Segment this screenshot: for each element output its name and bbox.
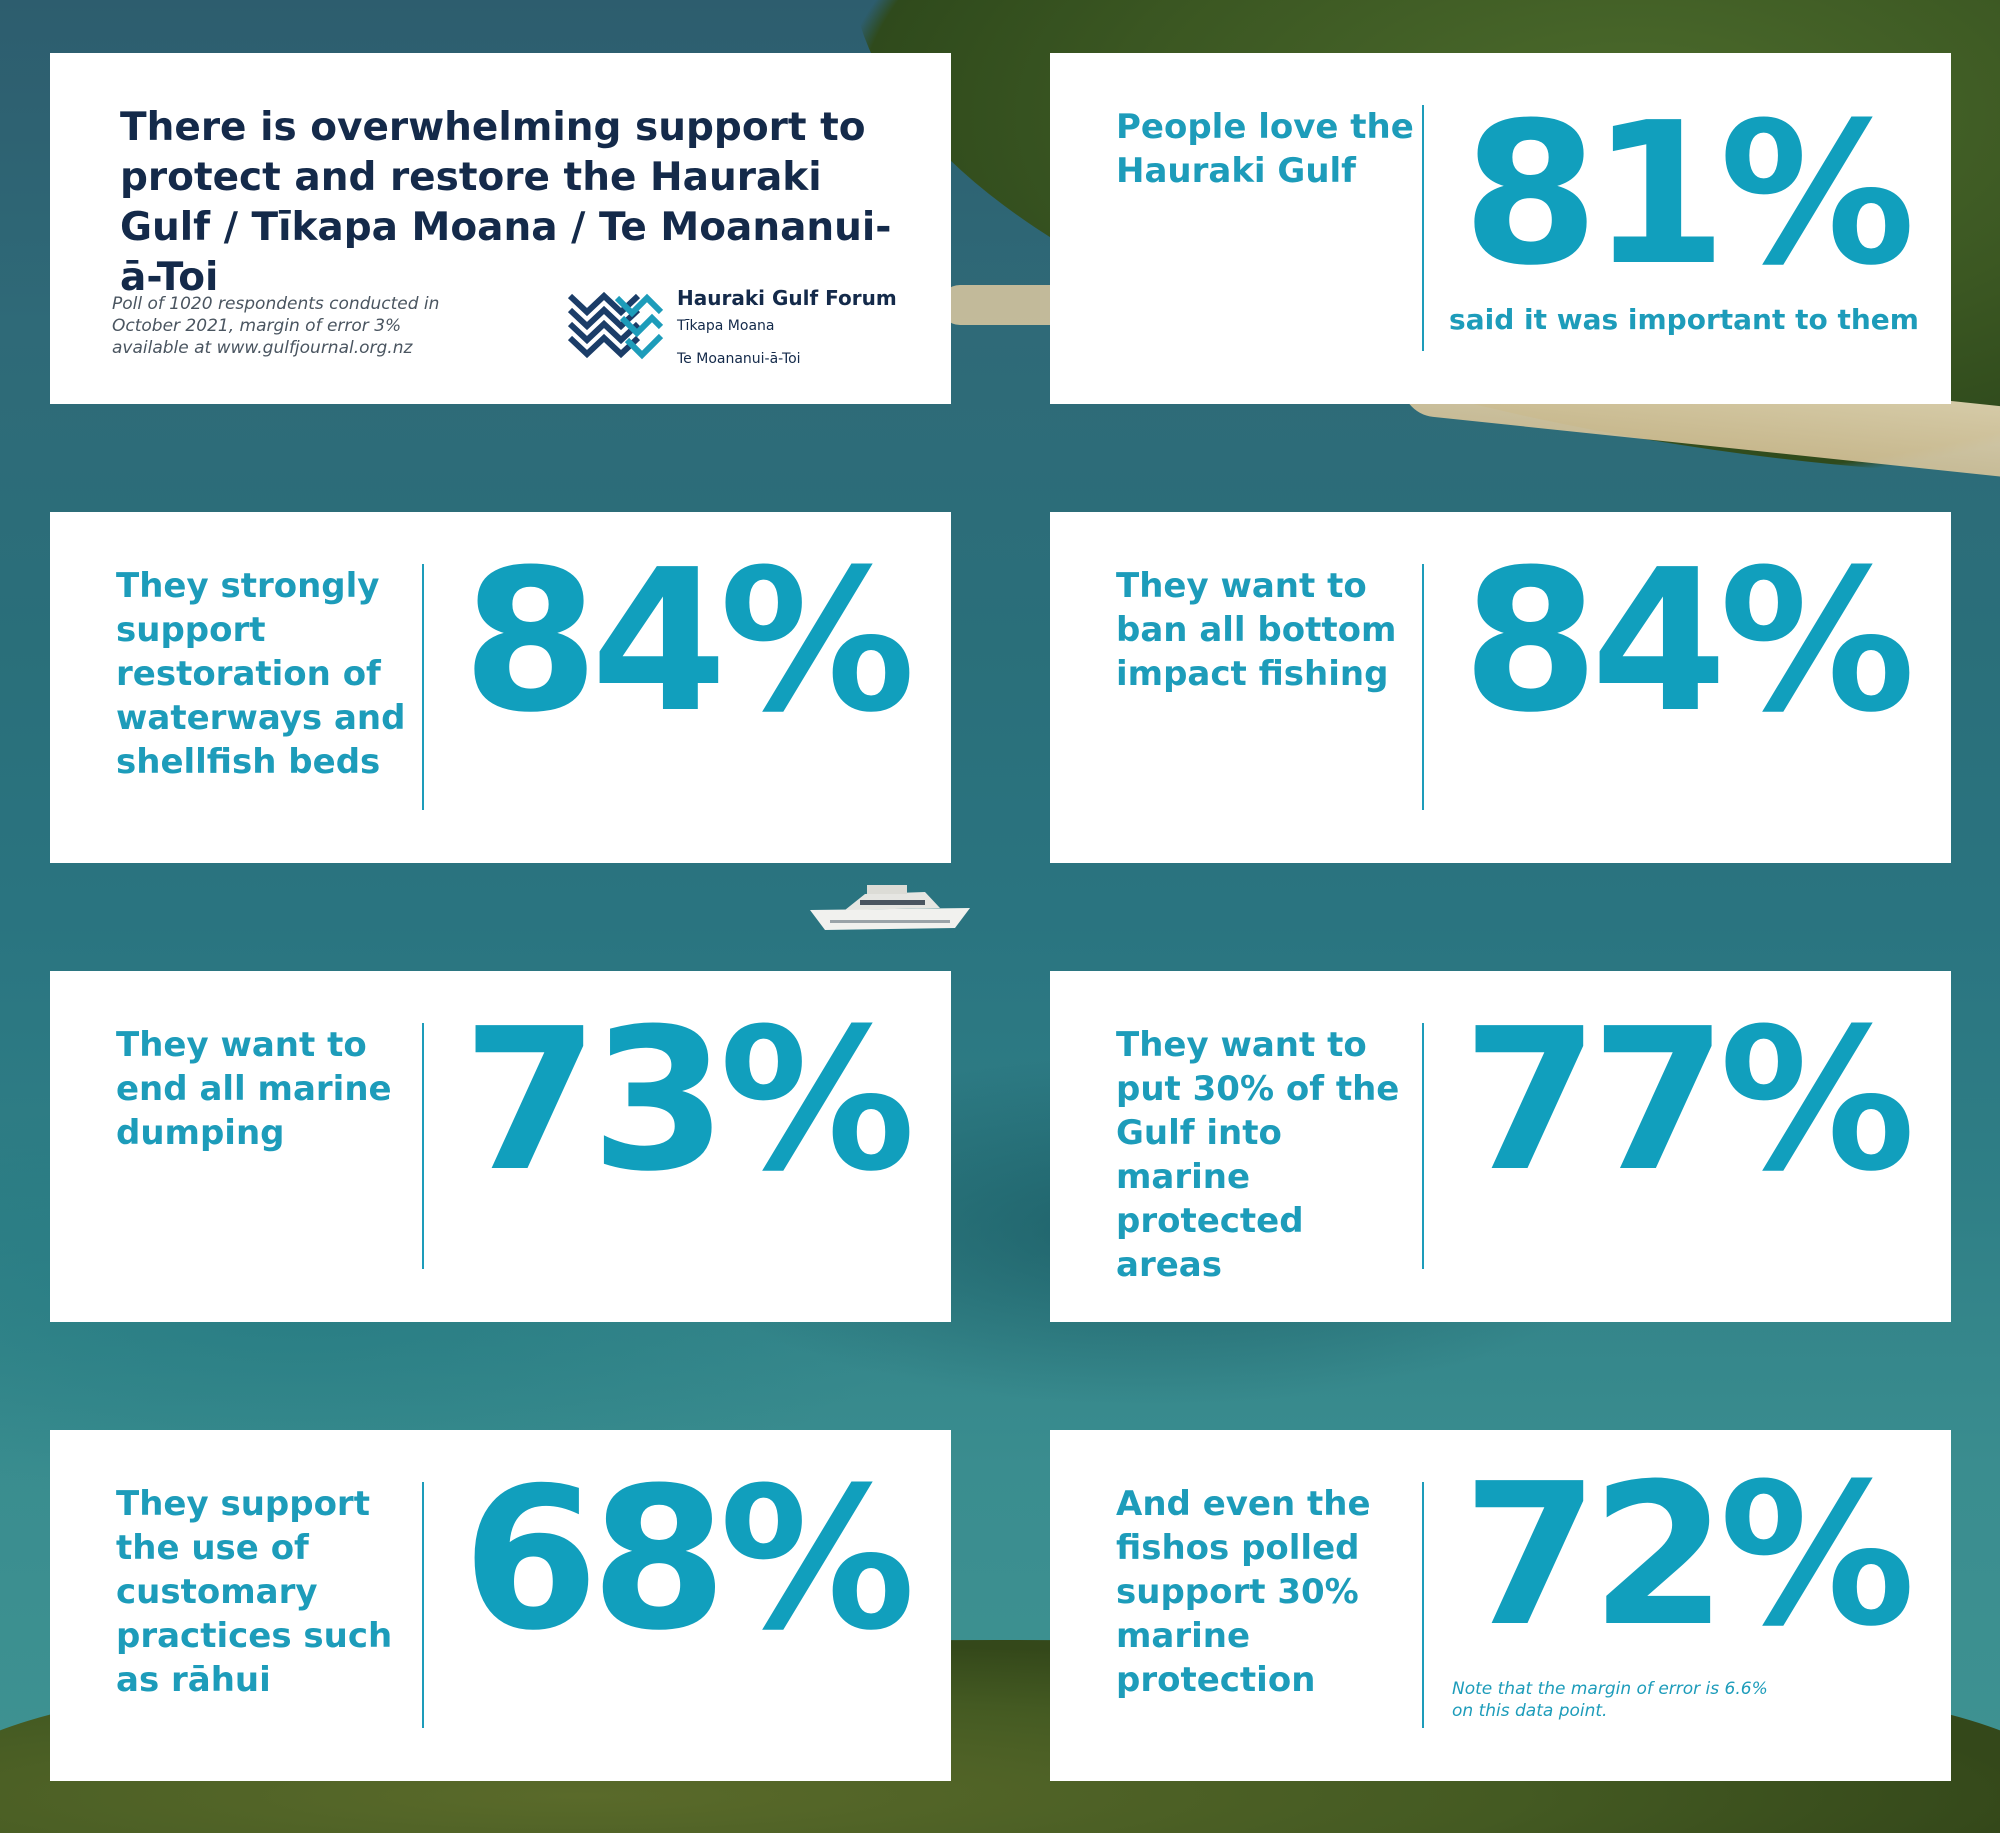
stat-value: 77% [1462, 987, 1915, 1215]
stat-description: People love the Hauraki Gulf [1116, 107, 1414, 191]
divider [422, 1482, 424, 1728]
stat-description: They strongly support restoration of wat… [116, 566, 406, 782]
stat-description: They want to put 30% of the Gulf into ma… [1116, 1025, 1400, 1285]
margin-of-error-note: Note that the margin of error is 6.6% on… [1452, 1679, 1768, 1721]
divider [422, 564, 424, 810]
stat-card-love: People love the Hauraki Gulf 81% said it… [1050, 53, 1951, 404]
title-card: There is overwhelming support to protect… [50, 53, 951, 404]
stat-description: And even the fishos polled support 30% m… [1116, 1484, 1371, 1700]
stat-card-protected-areas: They want to put 30% of the Gulf into ma… [1050, 971, 1951, 1322]
stat-card-dumping: They want to end all marine dumping 73% [50, 971, 951, 1322]
stat-card-bottom-fishing: They want to ban all bottom impact fishi… [1050, 512, 1951, 863]
boat-image [810, 885, 970, 930]
logo-subtitle-1: Tīkapa Moana [677, 318, 775, 334]
logo-subtitle-2: Te Moananui-ā-Toi [677, 351, 801, 367]
stat-value: 84% [1462, 528, 1915, 756]
stat-description: They want to end all marine dumping [116, 1025, 392, 1153]
stat-card-fishos: And even the fishos polled support 30% m… [1050, 1430, 1951, 1781]
stat-value: 72% [1462, 1442, 1915, 1670]
divider [1422, 1023, 1424, 1269]
divider [422, 1023, 424, 1269]
stat-value: 81% [1462, 81, 1915, 309]
page-title: There is overwhelming support to protect… [120, 105, 892, 300]
divider [1422, 1482, 1424, 1728]
poll-note: Poll of 1020 respondents conducted in Oc… [112, 294, 440, 358]
divider [1422, 105, 1424, 351]
divider [1422, 564, 1424, 810]
stat-value: 73% [462, 987, 915, 1215]
stat-value: 84% [462, 528, 915, 756]
stat-value: 68% [462, 1446, 915, 1674]
stat-description: They want to ban all bottom impact fishi… [1116, 566, 1397, 694]
hauraki-gulf-forum-logo-icon [567, 291, 664, 360]
logo-name: Hauraki Gulf Forum [677, 286, 897, 310]
stat-card-restoration: They strongly support restoration of wat… [50, 512, 951, 863]
stat-description: They support the use of customary practi… [116, 1484, 393, 1700]
stat-card-customary-practices: They support the use of customary practi… [50, 1430, 951, 1781]
stat-caption: said it was important to them [1449, 303, 1919, 336]
